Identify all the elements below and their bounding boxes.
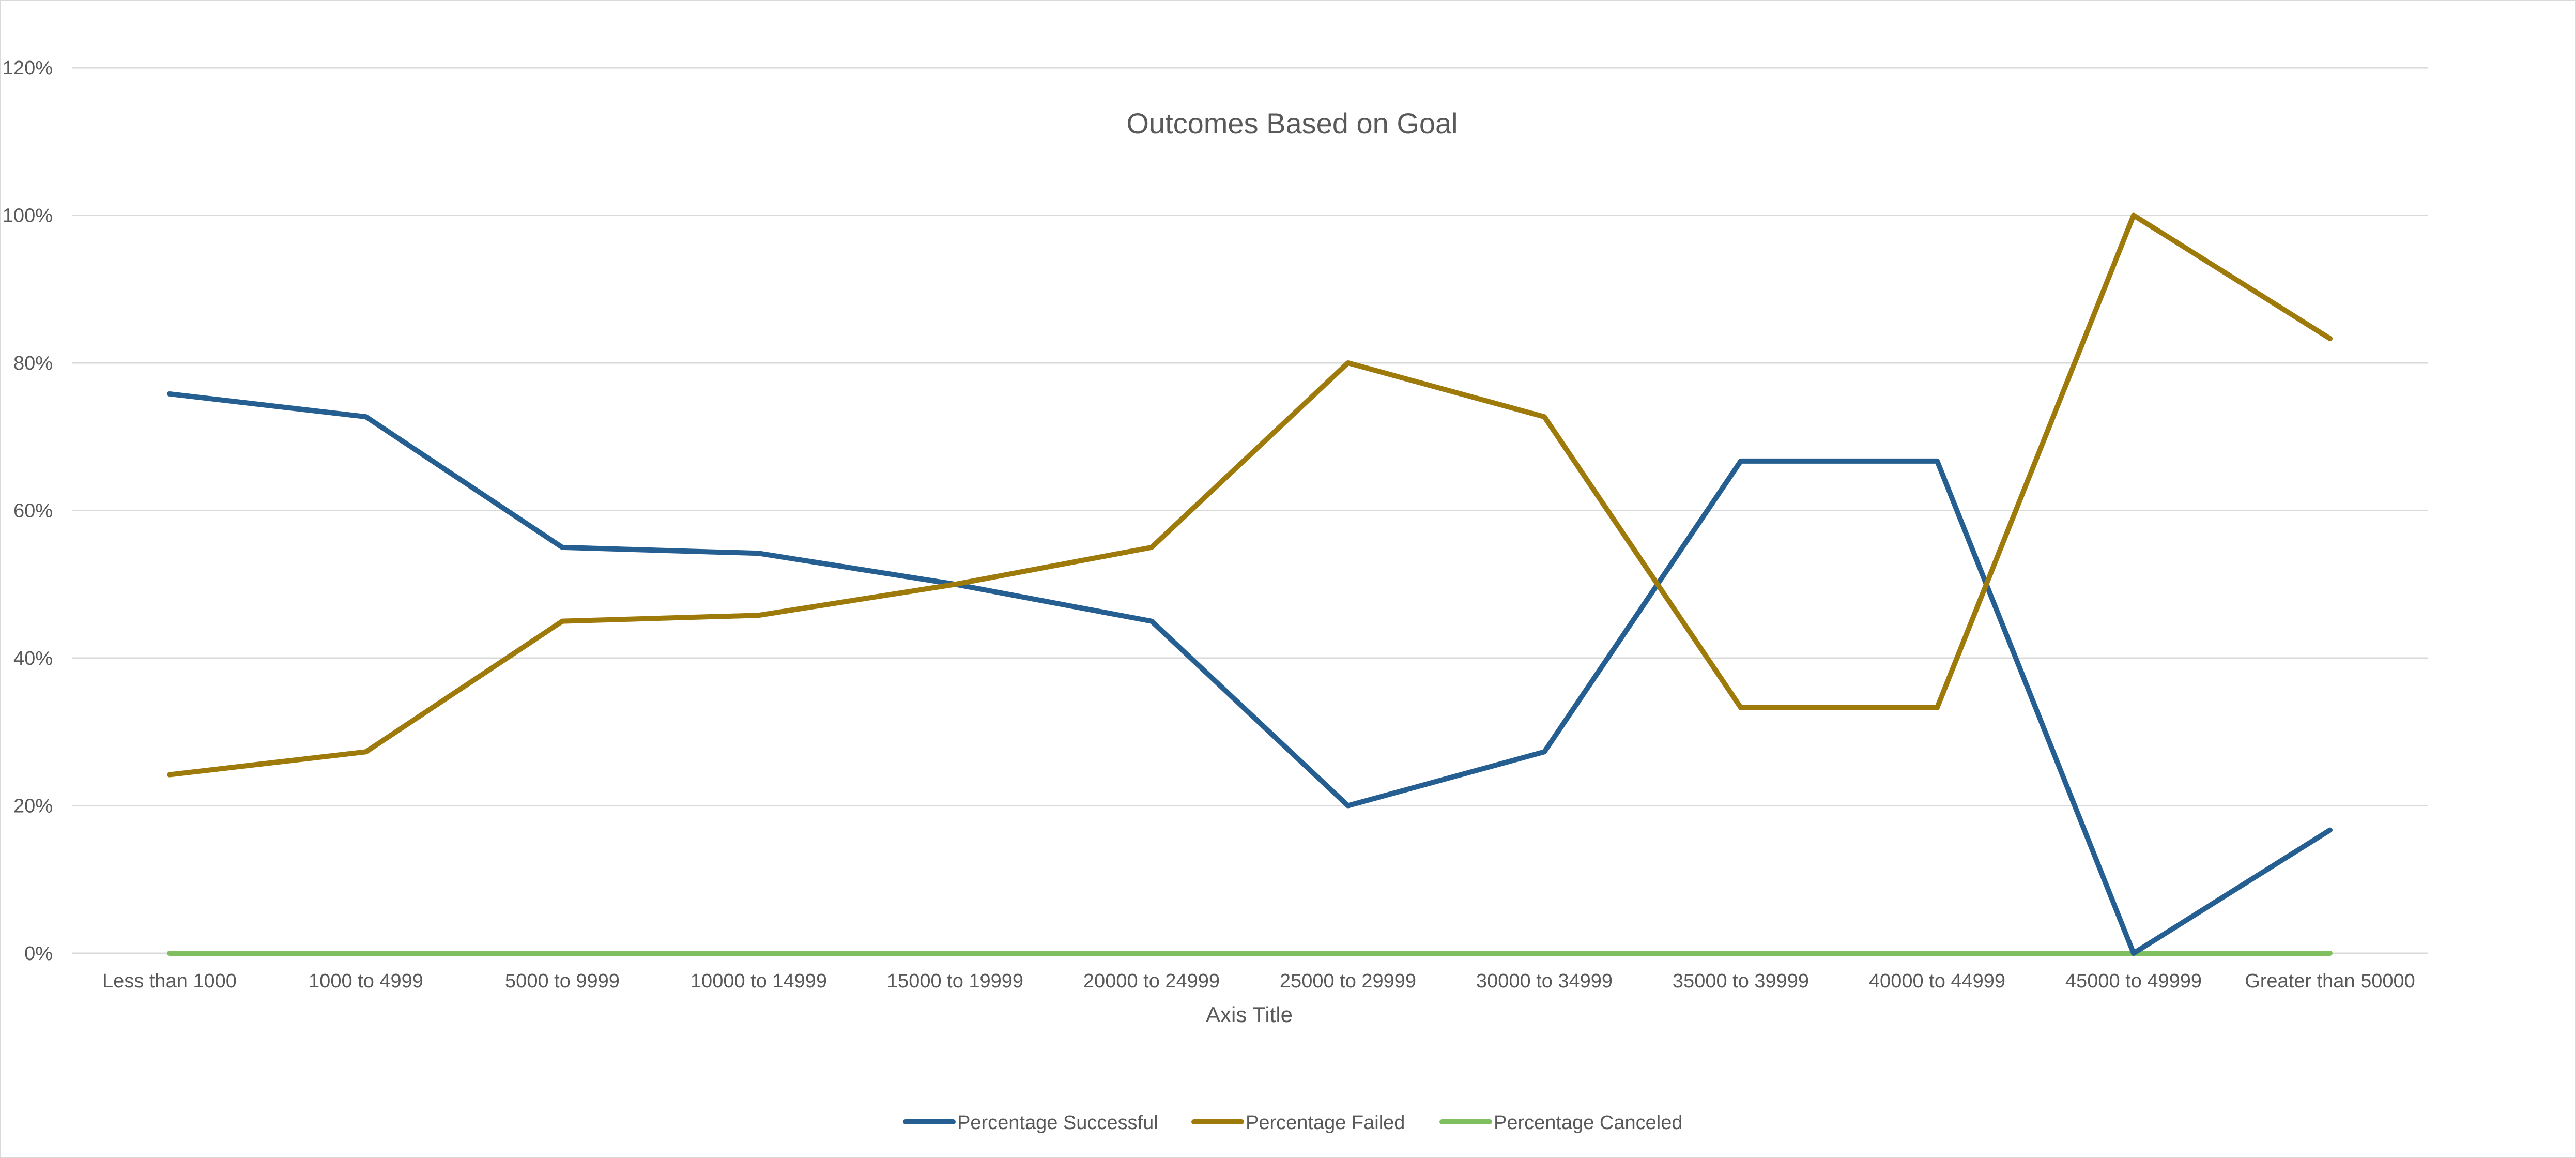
x-axis-title: Axis Title <box>1206 1002 1293 1027</box>
legend-entry: Percentage Canceled <box>1494 1112 1682 1134</box>
y-tick-label: 120% <box>3 57 53 79</box>
legend-entry: Percentage Failed <box>1246 1112 1405 1134</box>
y-tick-label: 100% <box>3 205 53 227</box>
legend-entry: Percentage Successful <box>957 1112 1158 1134</box>
x-axis-ticks: Less than 1000 1000 to 4999 5000 to 9999 10… <box>102 970 2415 992</box>
x-tick-label: 20000 to 24999 <box>1083 970 1220 992</box>
y-axis-ticks: 0% 20% 40% 60% 80% 100% 120% <box>3 57 53 965</box>
legend: Percentage Successful Percentage Failed Pe… <box>903 1112 1682 1134</box>
y-tick-label: 80% <box>13 353 53 374</box>
y-tick-label: 20% <box>13 796 53 817</box>
chart-title: Outcomes Based on Goal <box>1126 107 1458 140</box>
x-tick-label: 30000 to 34999 <box>1476 970 1613 992</box>
x-tick-label: Less than 1000 <box>102 970 237 992</box>
x-tick-label: 15000 to 19999 <box>887 970 1023 992</box>
x-tick-label: 45000 to 49999 <box>2065 970 2202 992</box>
y-tick-label: 40% <box>13 648 53 669</box>
y-tick-label: 0% <box>24 943 53 965</box>
series-line-percentage-failed <box>167 212 2333 778</box>
x-tick-label: 5000 to 9999 <box>505 970 620 992</box>
series-lines <box>167 212 2333 956</box>
x-tick-label: 40000 to 44999 <box>1869 970 2005 992</box>
y-tick-label: 60% <box>13 500 53 522</box>
x-tick-label: 10000 to 14999 <box>691 970 827 992</box>
x-tick-label: Greater than 50000 <box>2245 970 2415 992</box>
series-line-percentage-successful <box>167 391 2333 956</box>
x-tick-label: 25000 to 29999 <box>1280 970 1416 992</box>
gridlines <box>72 67 2428 954</box>
x-tick-label: 1000 to 4999 <box>309 970 423 992</box>
x-tick-label: 35000 to 39999 <box>1673 970 1809 992</box>
